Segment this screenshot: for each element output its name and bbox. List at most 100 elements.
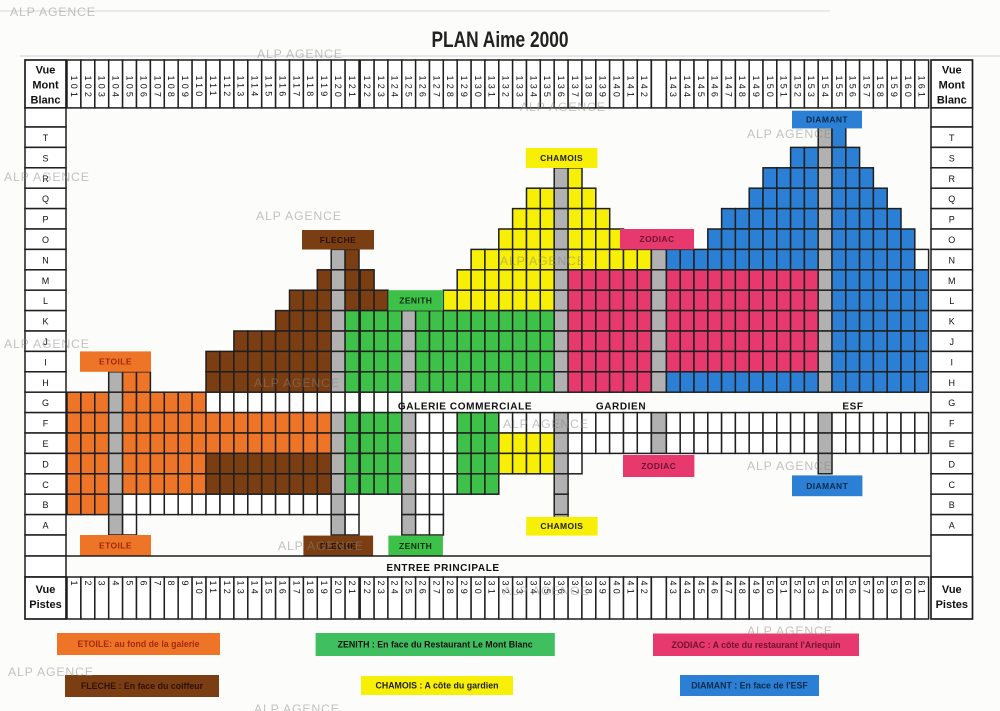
svg-text:49: 49 bbox=[751, 581, 761, 597]
svg-text:56: 56 bbox=[848, 581, 858, 597]
svg-text:110: 110 bbox=[194, 76, 204, 100]
svg-text:59: 59 bbox=[889, 581, 899, 597]
svg-text:128: 128 bbox=[445, 76, 455, 101]
svg-text:147: 147 bbox=[723, 76, 733, 101]
svg-text:DIAMANT: DIAMANT bbox=[806, 481, 848, 491]
svg-text:20: 20 bbox=[333, 581, 343, 597]
svg-text:119: 119 bbox=[319, 76, 329, 100]
svg-text:DIAMANT: DIAMANT bbox=[806, 115, 848, 125]
svg-text:160: 160 bbox=[903, 76, 913, 101]
svg-text:23: 23 bbox=[376, 581, 386, 597]
svg-text:Mont: Mont bbox=[939, 80, 966, 92]
svg-text:ZODIAC: ZODIAC bbox=[640, 234, 675, 244]
svg-text:18: 18 bbox=[305, 581, 315, 597]
svg-text:145: 145 bbox=[696, 76, 706, 101]
svg-text:CHAMOIS: CHAMOIS bbox=[540, 153, 583, 163]
svg-text:T: T bbox=[949, 133, 955, 143]
svg-text:44: 44 bbox=[682, 581, 692, 597]
svg-text:DIAMANT : En face de l'ESF: DIAMANT : En face de l'ESF bbox=[691, 681, 808, 691]
svg-text:121: 121 bbox=[347, 76, 357, 101]
svg-text:113: 113 bbox=[236, 76, 246, 100]
svg-text:28: 28 bbox=[445, 581, 455, 597]
svg-text:A: A bbox=[949, 521, 955, 531]
svg-text:134: 134 bbox=[528, 76, 538, 101]
svg-text:12: 12 bbox=[222, 581, 232, 597]
svg-text:60: 60 bbox=[903, 581, 913, 597]
svg-text:159: 159 bbox=[889, 76, 899, 101]
svg-text:1: 1 bbox=[69, 581, 79, 589]
svg-text:ALP AGENCE: ALP AGENCE bbox=[4, 337, 90, 351]
svg-text:R: R bbox=[949, 174, 956, 184]
svg-text:138: 138 bbox=[584, 76, 594, 101]
svg-text:Pistes: Pistes bbox=[936, 599, 968, 611]
svg-text:ZODIAC: ZODIAC bbox=[641, 461, 676, 471]
svg-text:130: 130 bbox=[473, 76, 483, 101]
svg-text:N: N bbox=[949, 255, 956, 265]
svg-text:J: J bbox=[950, 337, 955, 347]
svg-text:157: 157 bbox=[861, 76, 871, 101]
svg-text:M: M bbox=[42, 276, 50, 286]
svg-text:143: 143 bbox=[668, 76, 678, 101]
svg-text:17: 17 bbox=[291, 581, 301, 597]
svg-text:150: 150 bbox=[765, 76, 775, 101]
svg-text:103: 103 bbox=[97, 76, 107, 101]
svg-text:ETOILE: au fond de la galerie: ETOILE: au fond de la galerie bbox=[77, 639, 199, 649]
svg-text:137: 137 bbox=[570, 76, 580, 101]
svg-text:GARDIEN: GARDIEN bbox=[596, 402, 646, 413]
svg-text:48: 48 bbox=[737, 581, 747, 597]
svg-text:R: R bbox=[42, 174, 49, 184]
svg-text:Pistes: Pistes bbox=[29, 599, 61, 611]
svg-text:152: 152 bbox=[792, 76, 802, 101]
svg-text:133: 133 bbox=[515, 76, 525, 101]
svg-text:M: M bbox=[948, 276, 956, 286]
svg-text:38: 38 bbox=[584, 581, 594, 597]
svg-text:P: P bbox=[949, 215, 955, 225]
svg-text:53: 53 bbox=[806, 581, 816, 597]
svg-text:29: 29 bbox=[459, 581, 469, 597]
svg-text:4: 4 bbox=[111, 581, 121, 589]
svg-text:125: 125 bbox=[404, 76, 414, 101]
svg-text:27: 27 bbox=[431, 581, 441, 597]
svg-text:24: 24 bbox=[390, 581, 400, 597]
svg-text:ZODIAC : A côte du restaurant: ZODIAC : A côte du restaurant l'Arlequin bbox=[671, 640, 840, 650]
svg-text:10: 10 bbox=[194, 581, 204, 597]
svg-text:ALP AGENCE: ALP AGENCE bbox=[503, 417, 589, 431]
svg-text:T: T bbox=[43, 133, 49, 143]
svg-text:45: 45 bbox=[696, 581, 706, 597]
svg-text:40: 40 bbox=[612, 581, 622, 597]
svg-text:149: 149 bbox=[751, 76, 761, 101]
svg-text:106: 106 bbox=[138, 76, 148, 101]
svg-text:141: 141 bbox=[625, 76, 635, 101]
svg-text:117: 117 bbox=[291, 76, 301, 100]
svg-text:Blanc: Blanc bbox=[937, 95, 967, 107]
svg-text:ALP AGENCE: ALP AGENCE bbox=[503, 584, 589, 598]
svg-text:127: 127 bbox=[431, 76, 441, 101]
svg-text:115: 115 bbox=[264, 76, 274, 100]
svg-text:42: 42 bbox=[639, 581, 649, 597]
svg-text:39: 39 bbox=[598, 581, 608, 597]
svg-text:55: 55 bbox=[834, 581, 844, 597]
svg-text:102: 102 bbox=[83, 76, 93, 101]
svg-text:Vue: Vue bbox=[36, 65, 56, 77]
svg-text:E: E bbox=[42, 439, 48, 449]
svg-text:P: P bbox=[42, 215, 48, 225]
svg-text:Vue: Vue bbox=[942, 65, 962, 77]
svg-text:G: G bbox=[948, 398, 955, 408]
svg-text:CHAMOIS: CHAMOIS bbox=[540, 521, 583, 531]
svg-text:111: 111 bbox=[208, 76, 218, 99]
svg-text:ALP AGENCE: ALP AGENCE bbox=[10, 5, 96, 19]
svg-text:107: 107 bbox=[152, 76, 162, 101]
svg-text:14: 14 bbox=[250, 581, 260, 597]
svg-text:FLECHE: FLECHE bbox=[320, 541, 356, 551]
svg-text:31: 31 bbox=[487, 581, 497, 597]
svg-text:ALP AGENCE: ALP AGENCE bbox=[500, 254, 586, 268]
svg-text:153: 153 bbox=[806, 76, 816, 101]
svg-text:108: 108 bbox=[166, 76, 176, 101]
svg-text:B: B bbox=[42, 500, 48, 510]
svg-text:124: 124 bbox=[390, 76, 400, 101]
svg-text:15: 15 bbox=[264, 581, 274, 597]
svg-text:148: 148 bbox=[737, 76, 747, 101]
svg-text:FLECHE: FLECHE bbox=[320, 235, 356, 245]
svg-text:O: O bbox=[42, 235, 49, 245]
svg-text:ENTREE PRINCIPALE: ENTREE PRINCIPALE bbox=[386, 563, 499, 574]
